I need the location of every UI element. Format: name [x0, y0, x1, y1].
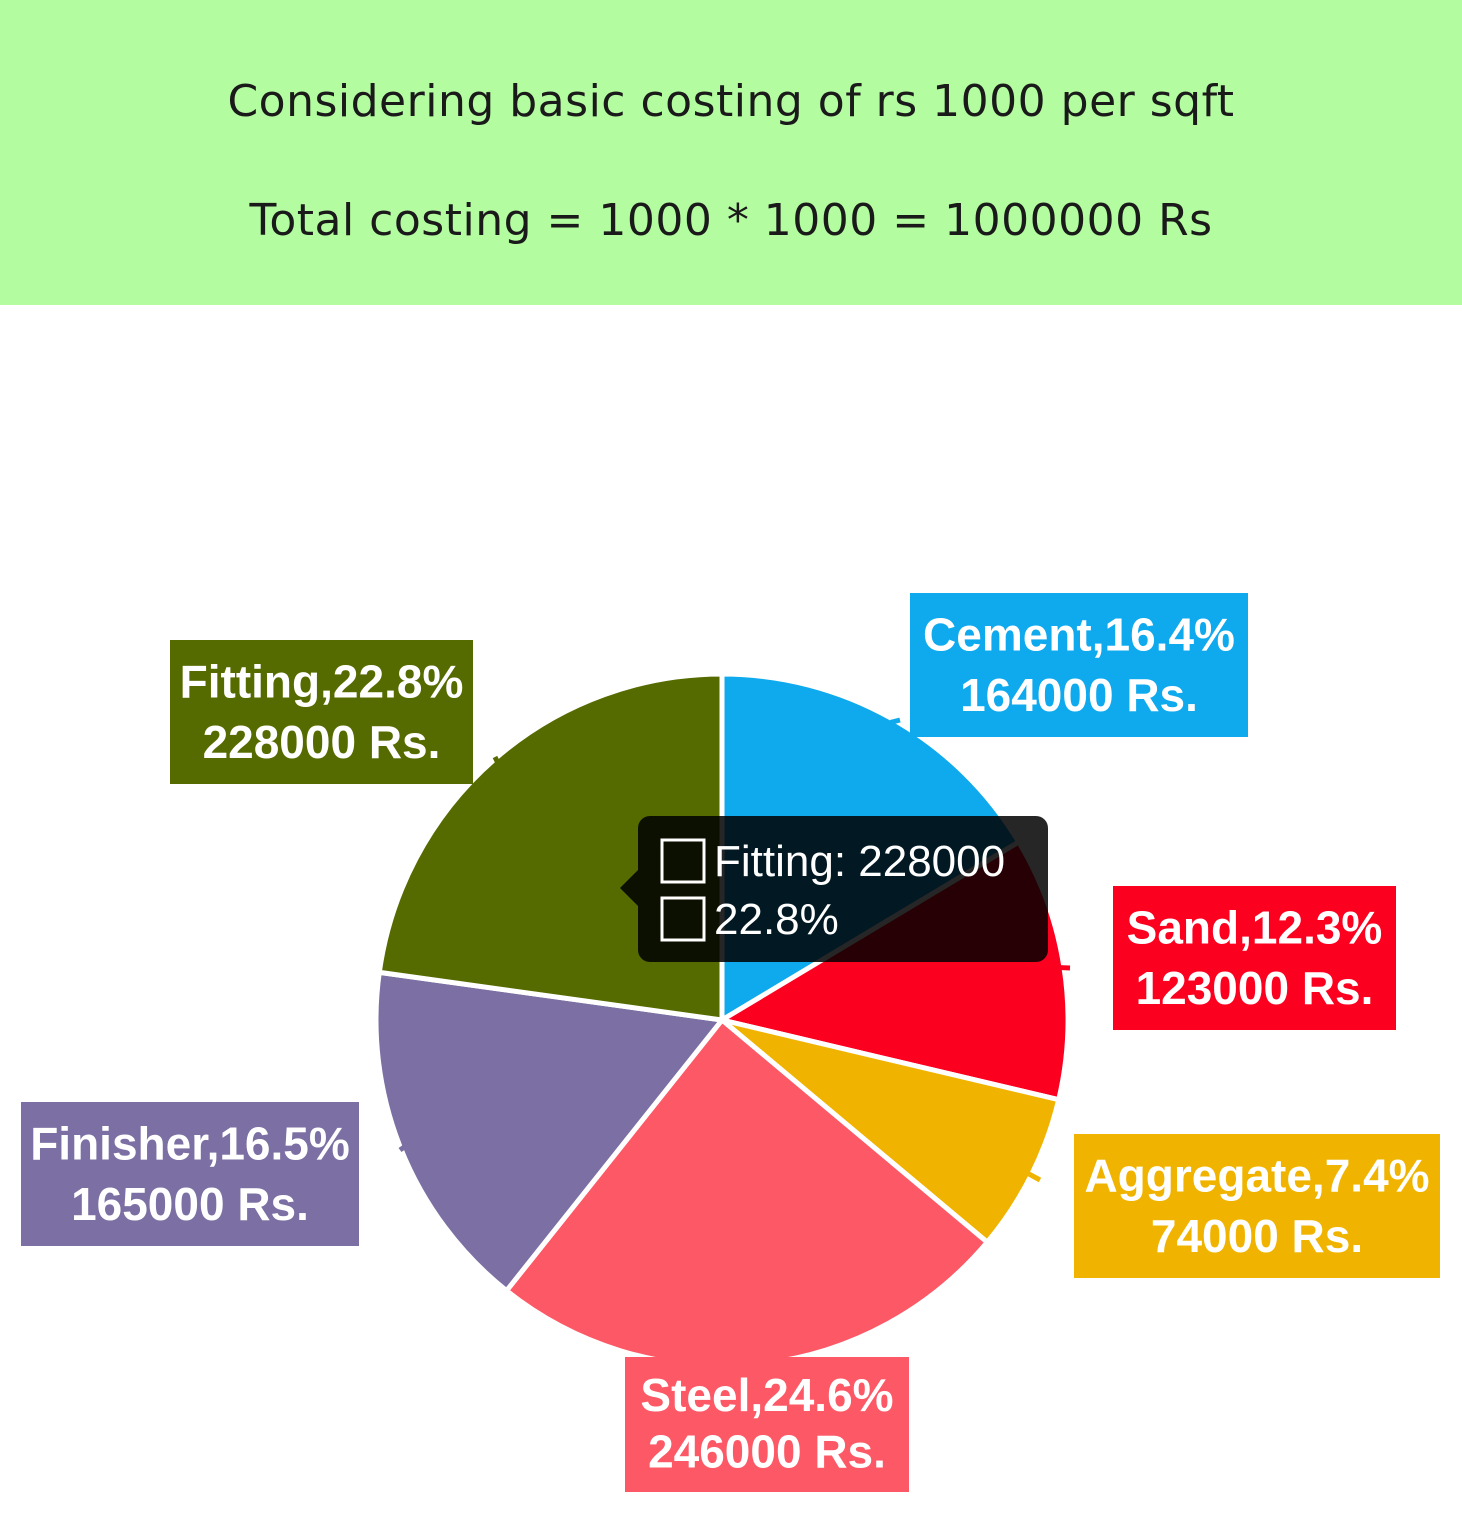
tooltip-box: Fitting: 228000 22.8% — [620, 816, 1048, 962]
slice-label-fitting: Fitting,22.8% 228000 Rs. — [170, 640, 473, 784]
slice-label-line1: Aggregate,7.4% — [1084, 1150, 1429, 1202]
slice-label-line1: Cement,16.4% — [923, 609, 1235, 661]
slice-label-box — [21, 1102, 359, 1246]
slice-label-line1: Steel,24.6% — [640, 1369, 893, 1421]
slice-label-box — [625, 1357, 909, 1492]
header-line-2: Total costing = 1000 * 1000 = 1000000 Rs — [249, 195, 1213, 246]
tooltip-line2: 22.8% — [714, 895, 839, 944]
slice-label-steel: Steel,24.6%246000 Rs. — [625, 1357, 909, 1492]
slice-label-cement: Cement,16.4% 164000 Rs. — [910, 593, 1248, 737]
header-line-1: Considering basic costing of rs 1000 per… — [227, 76, 1235, 127]
slice-label-line2: 165000 Rs. — [71, 1178, 309, 1230]
slice-label-line2: 74000 Rs. — [1151, 1210, 1363, 1262]
slice-label-line1: Sand,12.3% — [1127, 902, 1383, 954]
slices-layer — [373, 671, 1071, 1369]
tooltip-line1: Fitting: 228000 — [714, 837, 1005, 886]
slice-label-line1: Finisher,16.5% — [30, 1118, 350, 1170]
slice-label-line2: 228000 Rs. — [203, 716, 441, 768]
slice-label-aggregate: Aggregate,7.4% 74000 Rs. — [1074, 1134, 1440, 1278]
tooltip: Fitting: 228000 22.8% — [620, 816, 1048, 962]
slice-label-line1: Fitting,22.8% — [180, 656, 464, 708]
slice-labels: Cement,16.4% 164000 Rs. Sand,12.3% 123000 R… — [21, 593, 1440, 1492]
tooltip-marker-icon — [660, 838, 706, 884]
tooltip-marker-icon — [660, 896, 706, 942]
slice-label-line2: 246000 Rs. — [648, 1426, 886, 1478]
slice-label-sand: Sand,12.3% 123000 Rs. — [1113, 886, 1396, 1030]
header-band: Considering basic costing of rs 1000 per… — [0, 0, 1462, 305]
slice-label-line2: 123000 Rs. — [1136, 962, 1374, 1014]
slice-label-finisher: Finisher,16.5% 165000 Rs. — [21, 1102, 359, 1246]
leader-line-fitting — [492, 755, 500, 764]
leader-line-aggregate — [1026, 1171, 1042, 1183]
tooltip-background — [638, 816, 1048, 962]
slice-label-box — [170, 640, 473, 784]
leader-line-finisher — [398, 1144, 406, 1153]
slice-label-box — [1074, 1134, 1440, 1278]
leader-line-cement — [889, 717, 901, 725]
slice-label-box — [910, 593, 1248, 737]
slice-label-line2: 164000 Rs. — [960, 669, 1198, 721]
slice-label-box — [1113, 886, 1396, 1030]
tooltip-pointer — [620, 870, 638, 906]
